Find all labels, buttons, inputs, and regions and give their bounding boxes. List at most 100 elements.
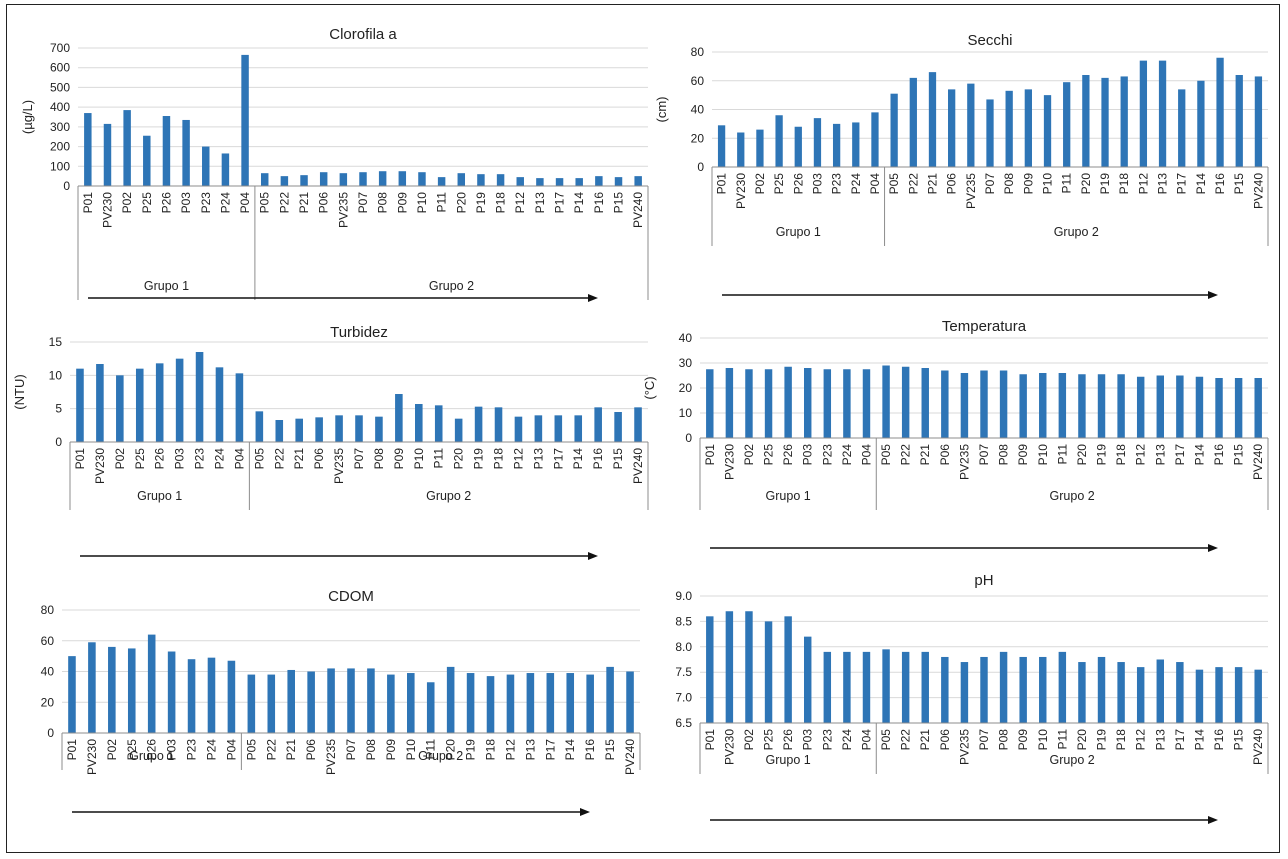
trend-arrow-head xyxy=(588,294,598,302)
bar xyxy=(167,651,176,733)
x-tick-label: P22 xyxy=(899,729,913,751)
x-tick-label: P07 xyxy=(977,444,991,466)
bar xyxy=(921,651,929,723)
bar xyxy=(227,660,236,733)
x-tick-label: P16 xyxy=(1212,729,1226,751)
bar xyxy=(123,110,131,186)
x-tick-label: P05 xyxy=(879,444,893,466)
x-tick-label: P01 xyxy=(715,173,729,195)
bar xyxy=(1117,662,1125,723)
bar xyxy=(415,404,423,442)
bar xyxy=(1215,378,1223,438)
bar xyxy=(516,177,524,186)
bar xyxy=(506,674,515,733)
x-tick-label: PV240 xyxy=(1251,444,1265,480)
bar xyxy=(1039,656,1047,723)
bar xyxy=(275,420,284,442)
bar xyxy=(84,113,92,186)
bar xyxy=(1215,667,1223,723)
bar xyxy=(235,373,244,442)
bar xyxy=(407,673,415,733)
y-tick-label: 60 xyxy=(691,74,705,88)
x-tick-label: P10 xyxy=(1041,173,1055,195)
bar xyxy=(960,373,969,438)
x-tick-label: P04 xyxy=(232,448,246,470)
bar xyxy=(127,648,136,733)
x-tick-label: P03 xyxy=(165,739,179,761)
bar xyxy=(555,178,564,186)
x-tick-label: P18 xyxy=(492,448,506,470)
group-label-1: Grupo 1 xyxy=(776,225,821,239)
bar xyxy=(725,368,734,438)
bar xyxy=(823,369,832,438)
bar xyxy=(745,611,753,723)
bar xyxy=(1195,669,1204,723)
x-tick-label: P20 xyxy=(1075,444,1089,466)
bar xyxy=(135,368,144,442)
x-tick-label: P22 xyxy=(264,739,278,761)
bar xyxy=(195,352,204,442)
bar xyxy=(764,621,773,723)
x-tick-label: P20 xyxy=(1075,729,1089,751)
x-tick-label: P05 xyxy=(252,448,266,470)
bar xyxy=(315,417,323,442)
x-tick-label: P15 xyxy=(612,192,626,214)
bar xyxy=(804,368,812,438)
x-tick-label: PV230 xyxy=(722,729,736,765)
y-tick-label: 600 xyxy=(50,61,70,75)
bar xyxy=(155,363,164,442)
bar xyxy=(554,415,563,442)
bar xyxy=(1178,89,1186,167)
x-tick-label: PV240 xyxy=(631,192,645,228)
bar xyxy=(395,394,403,442)
bar xyxy=(496,174,505,186)
y-tick-label: 40 xyxy=(41,665,55,679)
bar xyxy=(418,172,426,186)
bar xyxy=(745,369,753,438)
bar xyxy=(187,659,196,733)
y-tick-label: 9.0 xyxy=(675,589,692,603)
x-tick-label: P24 xyxy=(840,444,854,466)
x-tick-label: P26 xyxy=(781,444,795,466)
group-label-1: Grupo 1 xyxy=(766,489,811,503)
x-tick-label: P19 xyxy=(1098,173,1112,195)
bar xyxy=(300,175,308,186)
x-tick-label: P01 xyxy=(81,192,95,214)
bar xyxy=(832,123,841,167)
bar xyxy=(882,365,890,438)
x-tick-label: P16 xyxy=(591,448,605,470)
bar xyxy=(215,367,224,442)
bar xyxy=(267,674,276,733)
x-tick-label: PV240 xyxy=(1251,173,1265,209)
x-tick-label: P25 xyxy=(762,729,776,751)
bar xyxy=(823,651,832,723)
bar xyxy=(909,77,917,167)
bar xyxy=(882,649,890,723)
bar xyxy=(347,668,355,733)
bar xyxy=(1097,656,1106,723)
y-tick-label: 8.5 xyxy=(675,614,692,628)
bar xyxy=(280,176,289,186)
bar xyxy=(474,406,483,442)
bar xyxy=(477,174,485,186)
bar xyxy=(595,176,603,186)
bar xyxy=(295,418,303,442)
bar xyxy=(614,177,623,186)
x-tick-label: P21 xyxy=(918,444,932,466)
bar xyxy=(287,669,295,733)
bar xyxy=(387,674,395,733)
bar xyxy=(1197,80,1205,167)
trend-arrow-head xyxy=(1208,544,1218,552)
x-tick-label: P21 xyxy=(918,729,932,751)
chart-title: Temperatura xyxy=(942,318,1027,335)
x-tick-label: PV230 xyxy=(93,448,107,484)
bar xyxy=(1158,60,1167,167)
bar xyxy=(241,54,249,187)
y-axis-label: (µg/L) xyxy=(20,100,35,134)
y-tick-label: 0 xyxy=(697,160,704,174)
y-tick-label: 400 xyxy=(50,100,70,114)
x-tick-label: P12 xyxy=(503,739,517,761)
bar xyxy=(1254,669,1262,723)
x-tick-label: P21 xyxy=(284,739,298,761)
